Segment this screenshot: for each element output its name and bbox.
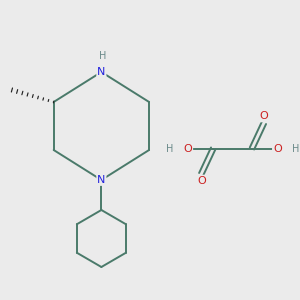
Text: O: O bbox=[197, 176, 206, 186]
Text: H: H bbox=[166, 143, 173, 154]
Text: O: O bbox=[184, 143, 192, 154]
Text: O: O bbox=[273, 143, 282, 154]
Text: H: H bbox=[292, 143, 299, 154]
Text: CH₃: CH₃ bbox=[9, 85, 11, 86]
Text: N: N bbox=[97, 67, 106, 77]
Text: O: O bbox=[260, 111, 268, 122]
Text: N: N bbox=[97, 175, 106, 185]
Text: H: H bbox=[99, 51, 106, 62]
